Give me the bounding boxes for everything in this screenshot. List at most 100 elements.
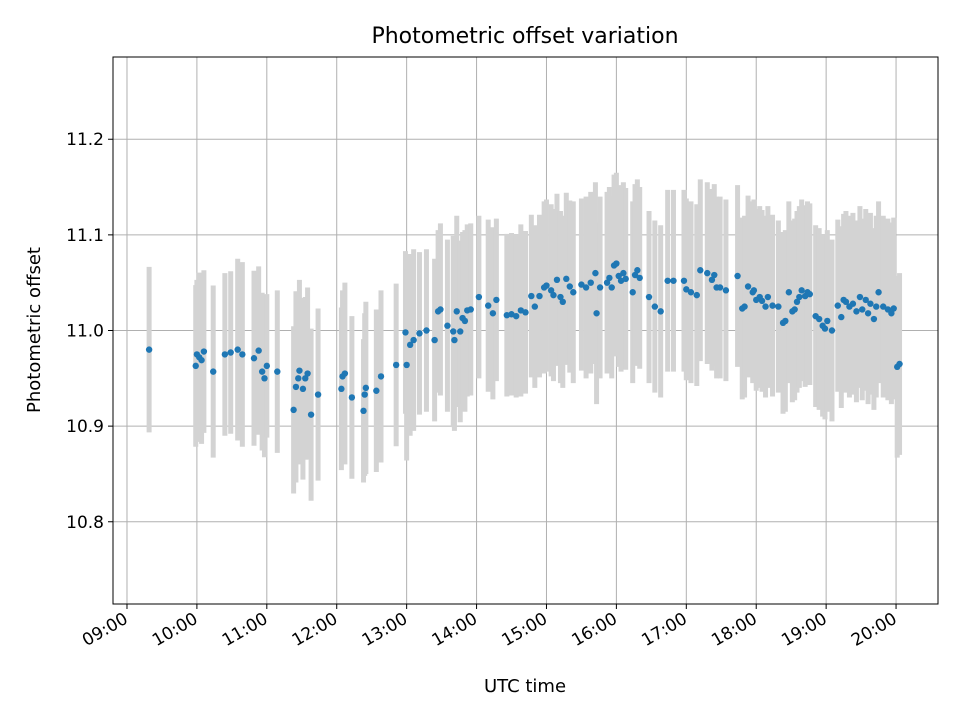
data-point — [853, 308, 860, 315]
data-point — [467, 306, 474, 313]
data-point — [453, 308, 460, 315]
data-point — [402, 329, 409, 336]
data-point — [824, 317, 831, 325]
data-point — [531, 303, 539, 310]
data-point — [651, 303, 659, 310]
x-tick-label: 18:00 — [708, 609, 760, 651]
data-point — [360, 407, 367, 415]
x-tick-label: 10:00 — [149, 609, 201, 651]
data-point — [302, 375, 309, 382]
data-point — [798, 287, 805, 294]
data-point — [200, 348, 208, 355]
data-point — [859, 306, 866, 313]
data-point — [645, 293, 653, 301]
data-point — [566, 283, 573, 290]
data-points — [145, 260, 903, 418]
data-point — [664, 277, 671, 284]
data-point — [437, 306, 444, 313]
data-point — [815, 315, 823, 323]
data-point — [362, 384, 370, 392]
data-point — [615, 272, 622, 280]
data-point — [785, 289, 793, 296]
data-point — [593, 310, 600, 317]
data-point — [711, 271, 718, 279]
data-point — [796, 293, 803, 301]
data-point — [258, 368, 266, 375]
data-point — [697, 267, 704, 274]
data-point — [461, 317, 469, 325]
data-point — [307, 411, 315, 418]
data-point — [670, 277, 677, 284]
data-point — [613, 260, 620, 267]
data-point — [821, 325, 829, 332]
data-point — [227, 349, 234, 356]
data-point — [314, 391, 322, 398]
data-point — [290, 406, 297, 414]
data-point — [493, 296, 500, 304]
data-point — [406, 341, 414, 349]
data-point — [636, 274, 643, 282]
data-point — [485, 302, 492, 309]
data-point — [606, 274, 613, 282]
data-point — [451, 336, 458, 344]
data-point — [392, 361, 400, 369]
data-point — [239, 351, 246, 358]
data-point — [528, 292, 535, 300]
data-point — [338, 385, 345, 393]
y-axis-label: Photometric offset — [24, 247, 45, 413]
data-point — [849, 300, 857, 307]
data-point — [221, 351, 229, 358]
data-point — [680, 277, 688, 284]
data-point — [603, 279, 611, 286]
data-point — [775, 303, 782, 310]
data-point — [457, 328, 464, 335]
data-point — [295, 375, 302, 382]
data-point — [416, 330, 423, 337]
y-tick-label: 11.0 — [66, 322, 104, 342]
data-point — [856, 293, 864, 301]
y-tick-label: 10.8 — [66, 513, 104, 533]
data-point — [741, 303, 748, 310]
x-tick-label: 13:00 — [359, 609, 411, 651]
data-point — [722, 287, 730, 294]
data-point — [890, 305, 897, 312]
data-point — [708, 276, 716, 284]
data-point — [423, 327, 430, 334]
data-point — [198, 356, 205, 364]
data-point — [373, 387, 380, 394]
data-point — [608, 284, 615, 291]
x-tick-label: 09:00 — [79, 609, 131, 651]
data-point — [880, 303, 887, 310]
data-point — [764, 293, 772, 301]
data-point — [444, 322, 451, 329]
data-point — [782, 317, 789, 325]
data-point — [255, 347, 262, 354]
data-point — [793, 298, 801, 306]
data-point — [274, 368, 281, 375]
data-point — [622, 275, 629, 283]
data-point — [870, 315, 878, 323]
data-point — [693, 291, 700, 299]
data-point — [543, 282, 550, 289]
error-bars — [146, 172, 903, 501]
data-point — [864, 310, 872, 317]
data-point — [450, 328, 457, 335]
data-point — [867, 300, 874, 307]
data-point — [704, 269, 711, 277]
x-tick-label: 12:00 — [289, 609, 341, 651]
y-tick-label: 10.9 — [66, 417, 104, 437]
data-point — [261, 375, 268, 382]
data-point — [582, 284, 590, 291]
data-point — [762, 303, 769, 310]
data-point — [873, 303, 880, 310]
data-point — [734, 272, 741, 280]
chart-title: Photometric offset variation — [371, 24, 678, 49]
y-axis-ticks: 10.8 10.9 11.0 11.1 11.2 — [66, 130, 113, 533]
data-point — [687, 289, 695, 296]
data-point — [299, 385, 307, 393]
x-axis-label: UTC time — [484, 676, 566, 697]
x-tick-label: 15:00 — [499, 609, 551, 651]
data-point — [744, 283, 752, 290]
data-point — [210, 368, 217, 375]
data-point — [522, 309, 529, 316]
